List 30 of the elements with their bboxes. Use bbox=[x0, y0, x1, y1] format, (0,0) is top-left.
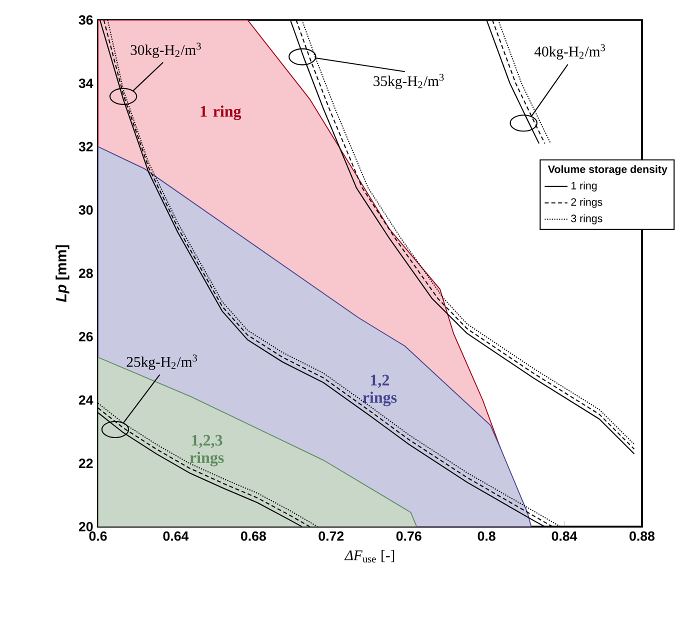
x-axis-title: ΔF$_{use}$ [-] bbox=[344, 550, 394, 563]
x-tick-label: 0.88 bbox=[630, 532, 655, 541]
x-tick-label: 0.8 bbox=[478, 532, 496, 541]
legend-label: 1 ring bbox=[571, 182, 597, 192]
x-tick-label: 0.64 bbox=[163, 532, 189, 541]
y-axis-title: Lp [mm] bbox=[56, 245, 70, 302]
legend-title: Volume storage density bbox=[548, 165, 668, 176]
legend-label: 3 rings bbox=[571, 214, 602, 224]
y-tick-label: 22 bbox=[78, 458, 93, 468]
y-tick-label: 20 bbox=[78, 522, 93, 532]
annotation: 30kg-H$_{2}$/m$^{3}$ bbox=[130, 42, 201, 58]
x-tick-label: 0.6 bbox=[89, 532, 107, 541]
annotation: 25kg-H$_{2}$/m$^{3}$ bbox=[126, 354, 197, 370]
x-tick-label: 0.68 bbox=[240, 532, 266, 541]
y-tick-label: 34 bbox=[78, 78, 94, 88]
annotation: 40kg-H$_{2}$/m$^{3}$ bbox=[534, 44, 605, 60]
annotation: 35kg-H$_{2}$/m$^{3}$ bbox=[374, 74, 444, 90]
x-tick-label: 0.72 bbox=[318, 532, 344, 541]
x-tick-label: 0.76 bbox=[396, 532, 422, 541]
series-label: 1,2,3 rings bbox=[190, 435, 224, 467]
y-tick-label: 30 bbox=[78, 205, 93, 215]
x-tick-label: 0.84 bbox=[552, 532, 578, 541]
y-tick-label: 26 bbox=[78, 332, 93, 342]
y-tick-label: 36 bbox=[78, 15, 93, 25]
y-tick-label: 28 bbox=[78, 268, 93, 278]
y-tick-label: 32 bbox=[78, 142, 93, 152]
y-tick-label: 24 bbox=[78, 396, 94, 405]
series-label: 1 ring bbox=[200, 106, 242, 120]
legend-label: 2 rings bbox=[571, 198, 602, 208]
series-label: 1,2 rings bbox=[362, 374, 397, 406]
